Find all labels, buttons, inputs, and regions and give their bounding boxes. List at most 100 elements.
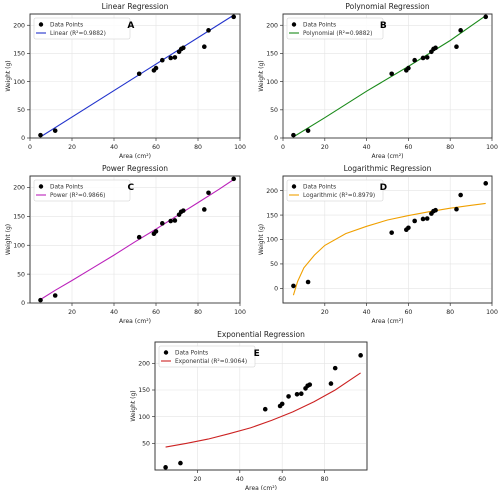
data-point bbox=[202, 207, 207, 212]
x-tick-label: 100 bbox=[234, 309, 246, 316]
data-point bbox=[433, 207, 438, 213]
x-tick-label: 100 bbox=[486, 309, 498, 316]
legend-label: Linear (R²=0.9882) bbox=[50, 30, 106, 37]
x-tick-label: 60 bbox=[152, 144, 160, 151]
y-tick-label: 50 bbox=[270, 261, 278, 268]
panel-letter: A bbox=[127, 21, 134, 31]
data-point bbox=[433, 45, 438, 51]
data-point bbox=[412, 57, 417, 63]
plot-frame bbox=[282, 175, 493, 304]
y-tick-label: 150 bbox=[13, 214, 25, 221]
legend-label: Power (R²=0.9866) bbox=[50, 192, 105, 199]
data-point bbox=[160, 221, 165, 226]
y-tick-label: 50 bbox=[142, 441, 150, 448]
chart-title: Polynomial Regression bbox=[345, 2, 429, 11]
x-axis-label: Area (cm²) bbox=[119, 318, 151, 325]
data-point bbox=[406, 225, 411, 231]
y-tick-label: 200 bbox=[13, 185, 25, 192]
x-tick-label: 60 bbox=[278, 476, 286, 483]
data-point bbox=[286, 394, 291, 399]
y-tick-label: 0 bbox=[274, 286, 278, 293]
data-point bbox=[291, 283, 296, 289]
series-line-1 bbox=[40, 179, 235, 300]
data-point bbox=[454, 206, 459, 212]
data-point bbox=[298, 391, 304, 397]
y-tick-label: 150 bbox=[13, 51, 25, 58]
chart-title: Logarithmic Regression bbox=[344, 164, 432, 173]
y-tick-label: 150 bbox=[266, 212, 278, 219]
legend-label: Exponential (R²=0.9064) bbox=[175, 358, 247, 365]
data-point bbox=[172, 218, 178, 223]
data-point bbox=[231, 176, 236, 182]
x-tick-label: 40 bbox=[363, 144, 371, 151]
y-axis-label: Weight (g) bbox=[5, 60, 12, 91]
data-point bbox=[389, 71, 394, 77]
data-point bbox=[163, 465, 168, 470]
legend-box bbox=[158, 345, 256, 368]
data-point bbox=[328, 381, 334, 386]
y-tick-label: 200 bbox=[13, 22, 25, 29]
data-point bbox=[202, 44, 207, 49]
data-point bbox=[172, 55, 178, 60]
x-axis-label: Area (cm²) bbox=[119, 153, 151, 160]
data-point bbox=[153, 229, 159, 234]
x-tick-label: 40 bbox=[236, 476, 244, 483]
x-axis-label: Area (cm²) bbox=[372, 318, 404, 325]
x-tick-label: 100 bbox=[234, 144, 246, 151]
data-point bbox=[178, 460, 183, 466]
data-point bbox=[153, 65, 159, 71]
legend-label: Data Points bbox=[303, 23, 336, 29]
y-tick-label: 50 bbox=[270, 107, 278, 114]
legend-box bbox=[286, 17, 384, 40]
y-tick-label: 200 bbox=[138, 361, 150, 368]
data-point bbox=[231, 14, 236, 20]
data-point bbox=[181, 45, 186, 51]
data-point bbox=[291, 132, 296, 138]
data-point bbox=[38, 132, 43, 138]
data-point bbox=[305, 279, 311, 285]
y-tick-label: 50 bbox=[17, 107, 25, 114]
data-point bbox=[279, 401, 285, 407]
data-point bbox=[483, 14, 489, 20]
plot-frame bbox=[154, 341, 368, 471]
data-point bbox=[181, 208, 186, 213]
data-point bbox=[294, 391, 300, 397]
data-point bbox=[168, 218, 173, 224]
x-axis-label: Area (cm²) bbox=[245, 485, 277, 490]
panel-letter: B bbox=[380, 21, 387, 31]
x-tick-label: 20 bbox=[193, 476, 201, 483]
x-tick-label: 40 bbox=[110, 144, 118, 151]
panel-letter: E bbox=[254, 349, 260, 359]
y-axis-label: Weight (g) bbox=[258, 224, 265, 255]
data-point bbox=[307, 382, 313, 387]
y-axis-label: Weight (g) bbox=[130, 390, 137, 421]
y-tick-label: 200 bbox=[266, 22, 278, 29]
x-tick-label: 80 bbox=[194, 309, 202, 316]
legend-box bbox=[33, 179, 131, 202]
y-tick-label: 0 bbox=[21, 300, 25, 307]
legend-label: Data Points bbox=[50, 23, 83, 29]
legend-marker-points bbox=[38, 184, 44, 189]
y-tick-label: 100 bbox=[13, 242, 25, 249]
x-tick-label: 60 bbox=[404, 309, 412, 316]
data-point bbox=[206, 190, 211, 196]
legend-marker-points bbox=[38, 22, 44, 27]
data-point bbox=[38, 297, 43, 303]
y-tick-label: 150 bbox=[138, 387, 150, 394]
x-tick-label: 80 bbox=[446, 309, 454, 316]
x-axis-label: Area (cm²) bbox=[372, 153, 404, 160]
x-tick-label: 20 bbox=[321, 144, 329, 151]
data-point bbox=[52, 128, 58, 133]
data-point bbox=[420, 216, 426, 222]
data-point bbox=[454, 44, 459, 49]
legend-label: Polynomial (R²=0.9882) bbox=[303, 30, 372, 37]
data-point bbox=[332, 365, 338, 371]
y-tick-label: 100 bbox=[266, 79, 278, 86]
data-point bbox=[389, 230, 394, 235]
data-point bbox=[168, 55, 173, 61]
series-line-1 bbox=[292, 202, 486, 296]
legend-label: Logarithmic (R²=0.8979) bbox=[303, 192, 375, 199]
x-tick-label: 20 bbox=[68, 309, 76, 316]
data-point bbox=[262, 406, 268, 412]
